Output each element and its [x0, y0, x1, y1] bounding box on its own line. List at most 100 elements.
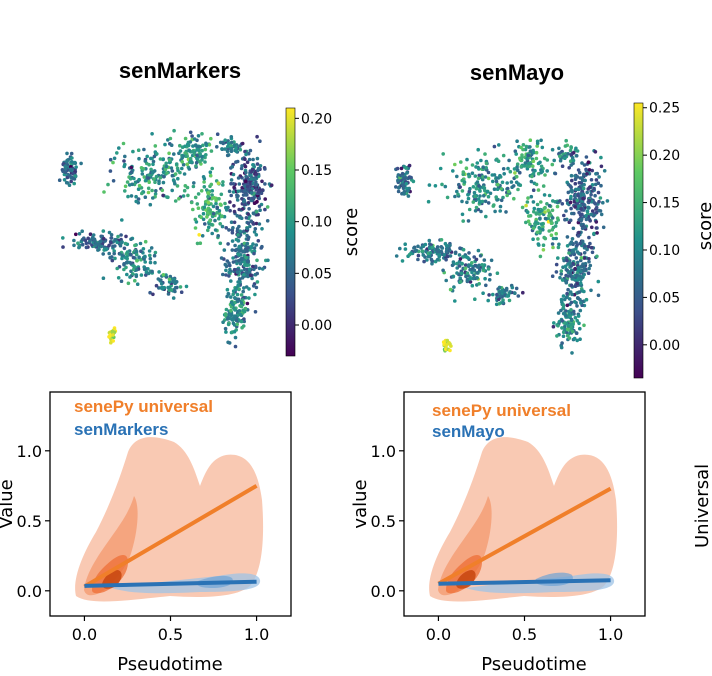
umap-point — [567, 166, 571, 170]
umap-point — [596, 190, 601, 195]
umap-point — [131, 149, 135, 154]
umap-point — [191, 207, 195, 212]
umap-point — [582, 323, 586, 328]
umap-title: senMayo — [470, 60, 564, 85]
umap-point — [136, 197, 141, 201]
umap-point — [144, 178, 148, 183]
umap-point — [573, 181, 578, 186]
umap-point — [427, 183, 432, 187]
umap-point — [546, 208, 550, 213]
umap-point — [254, 172, 258, 177]
umap-point — [563, 156, 567, 160]
umap-point — [492, 173, 497, 177]
umap-point — [560, 202, 565, 206]
umap-point — [577, 181, 582, 185]
umap-point — [200, 148, 204, 153]
umap-point — [451, 169, 455, 173]
umap-point — [166, 195, 170, 200]
umap-point — [472, 273, 476, 278]
umap-point — [443, 184, 448, 189]
umap-point — [199, 215, 203, 219]
umap-point — [550, 216, 555, 220]
umap-point — [551, 199, 555, 203]
umap-point — [230, 164, 235, 169]
umap-point — [221, 180, 225, 184]
umap-point — [550, 162, 555, 167]
umap-point — [465, 271, 470, 276]
umap-point — [416, 253, 421, 258]
umap-point — [183, 144, 187, 149]
umap-point — [481, 266, 486, 270]
umap-point — [227, 228, 231, 232]
umap-point — [181, 154, 185, 158]
umap-point — [108, 255, 112, 260]
umap-point — [231, 256, 235, 260]
umap-point — [173, 199, 178, 203]
umap-point — [253, 227, 258, 231]
umap-point — [242, 199, 246, 204]
umap-point — [234, 254, 238, 259]
umap-point — [496, 182, 500, 187]
umap-point — [558, 154, 562, 158]
umap-point — [245, 263, 249, 268]
legend-entry-senmayo: senMayo — [432, 422, 505, 441]
umap-point — [138, 241, 143, 246]
x-tick-label: 0.5 — [512, 625, 537, 644]
umap-point — [457, 259, 462, 264]
umap-point — [121, 141, 126, 146]
umap-point — [531, 200, 536, 204]
umap-point — [547, 214, 551, 218]
umap-point — [194, 143, 198, 148]
umap-point — [569, 308, 573, 312]
umap-point — [593, 182, 598, 187]
umap-point — [478, 254, 483, 258]
umap-point — [483, 175, 488, 179]
umap-point — [141, 167, 146, 171]
umap-point — [550, 228, 555, 232]
umap-point — [131, 255, 136, 260]
umap-point — [152, 253, 157, 258]
umap-point — [226, 292, 231, 296]
umap-point — [164, 164, 169, 169]
umap-point — [186, 193, 190, 198]
umap-point — [594, 220, 599, 224]
umap-point — [535, 141, 540, 146]
umap-point — [569, 283, 574, 288]
umap-point — [460, 199, 464, 204]
umap-point — [531, 188, 536, 192]
umap-point — [57, 178, 62, 182]
umap-point — [129, 170, 134, 174]
umap-point — [205, 188, 209, 192]
umap-point — [583, 244, 587, 248]
umap-point — [253, 265, 258, 270]
umap-point — [238, 312, 243, 317]
umap-point — [232, 220, 237, 225]
umap-point — [144, 273, 148, 277]
umap-point — [125, 272, 129, 277]
umap-point — [435, 257, 440, 262]
umap-point — [228, 263, 232, 268]
umap-point — [571, 150, 576, 155]
umap-point — [107, 230, 112, 235]
umap-point — [532, 206, 537, 211]
x-axis-label: Pseudotime — [481, 654, 587, 675]
umap-point — [130, 182, 134, 187]
umap-point — [231, 260, 236, 264]
umap-point — [472, 255, 477, 259]
umap-point — [598, 196, 603, 200]
trend-lines — [437, 486, 612, 586]
umap-point — [251, 211, 256, 215]
umap-point — [115, 266, 119, 271]
umap-point — [235, 195, 239, 199]
umap-panel-senmarkers: senMarkers 0.00 0.05 0.10 0.15 0.20 score — [57, 58, 362, 357]
umap-point — [568, 200, 573, 205]
umap-point — [553, 171, 558, 176]
umap-point — [480, 177, 485, 182]
umap-point — [111, 160, 115, 165]
umap-point — [233, 243, 237, 248]
umap-point — [478, 189, 482, 193]
umap-point — [565, 258, 569, 263]
umap-point — [582, 268, 586, 273]
umap-point — [574, 146, 578, 151]
umap-point — [579, 269, 583, 274]
